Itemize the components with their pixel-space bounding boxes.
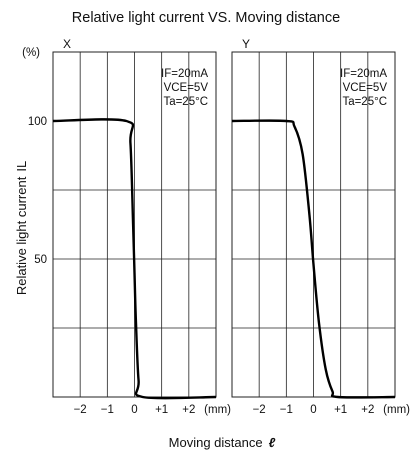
- chart-title: Relative light current VS. Moving distan…: [72, 10, 340, 26]
- x-tick-label-0: −2: [253, 404, 266, 416]
- condition-label-2: Ta=25°C: [342, 96, 387, 108]
- condition-label-0: IF=20mA: [161, 68, 208, 80]
- condition-label-2: Ta=25°C: [163, 96, 208, 108]
- x-axis-symbol: ℓ: [269, 435, 276, 450]
- x-tick-label-4: +2: [182, 404, 195, 416]
- x-tick-label-1: −1: [280, 404, 293, 416]
- condition-label-1: VCE=5V: [343, 82, 388, 94]
- y-axis-title-text: Relative light current: [14, 176, 29, 295]
- y-unit-label: (%): [22, 47, 40, 59]
- x-tick-label-2: 0: [310, 404, 316, 416]
- x-unit-label: (mm): [204, 404, 231, 416]
- x-unit-label: (mm): [383, 404, 410, 416]
- panel-x: X IF=20mA VCE=5V Ta=25°C −2 −1 0 +1 +2 (mm): [52, 37, 231, 416]
- x-axis-title: Moving distance ℓ: [169, 435, 276, 450]
- y-axis-title: Relative light current IL: [14, 161, 29, 295]
- panel-y: Y IF=20mA VCE=5V Ta=25°C −2 −1 0 +1 +2 (mm): [231, 37, 410, 416]
- y-tick-labels: 100 50: [28, 116, 47, 266]
- x-tick-label-0: −2: [74, 404, 87, 416]
- condition-label-1: VCE=5V: [164, 82, 209, 94]
- x-tick-label-3: +1: [155, 404, 168, 416]
- condition-label-0: IF=20mA: [340, 68, 387, 80]
- x-tick-label-3: +1: [334, 404, 347, 416]
- x-axis-title-text: Moving distance: [169, 435, 263, 450]
- x-tick-label-4: +2: [361, 404, 374, 416]
- series-line-y: [231, 119, 396, 399]
- panel-label: Y: [242, 37, 250, 51]
- x-tick-label-1: −1: [101, 404, 114, 416]
- panel-label: X: [63, 37, 71, 51]
- y-tick-label-1: 50: [34, 254, 47, 266]
- y-tick-label-0: 100: [28, 116, 47, 128]
- y-axis-symbol: IL: [14, 161, 29, 172]
- series-line-x: [52, 118, 217, 400]
- x-tick-label-2: 0: [131, 404, 137, 416]
